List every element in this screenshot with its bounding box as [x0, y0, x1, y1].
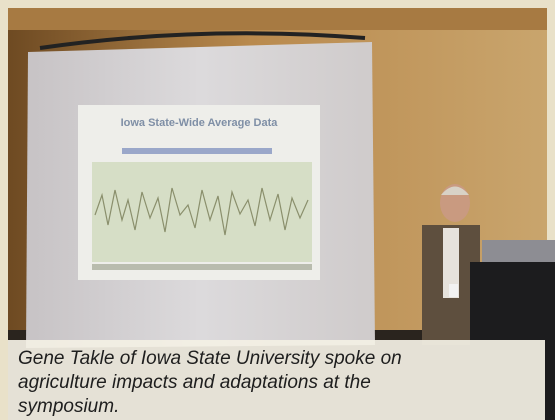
- laptop: [482, 240, 555, 265]
- slide-title: Iowa State-Wide Average Data: [121, 117, 279, 129]
- slide-subtitle-bar: [122, 148, 272, 154]
- slide-axis: [92, 264, 312, 270]
- ceiling: [8, 8, 547, 30]
- badge: [449, 284, 458, 297]
- caption: Gene Takle of Iowa State University spok…: [18, 347, 438, 419]
- photo-frame: Iowa State-Wide Average Data Gene Takle …: [0, 0, 555, 420]
